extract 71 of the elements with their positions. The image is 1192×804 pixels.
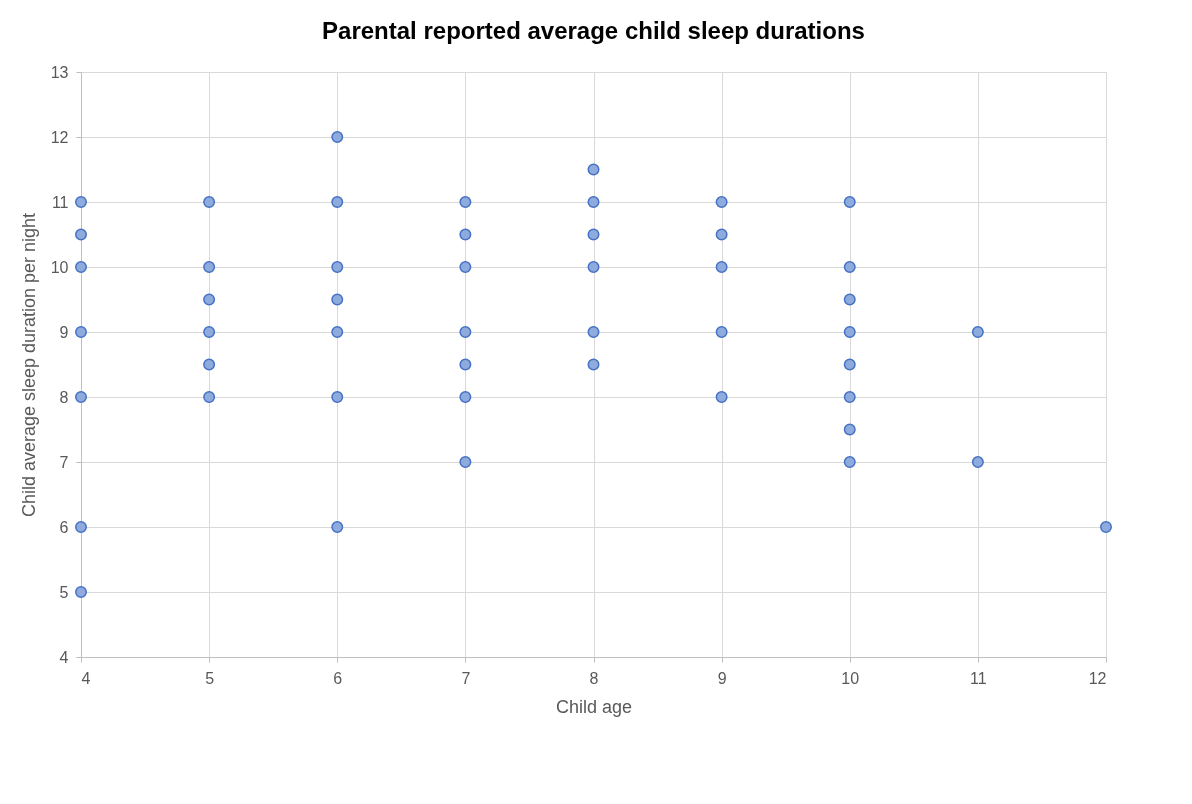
point xyxy=(971,456,984,468)
point xyxy=(843,358,856,371)
point xyxy=(75,391,87,403)
point xyxy=(459,326,472,338)
point xyxy=(203,196,216,208)
point xyxy=(459,228,472,241)
point xyxy=(203,391,216,403)
point xyxy=(331,293,344,306)
point xyxy=(459,196,472,208)
point xyxy=(75,521,87,533)
point xyxy=(715,391,728,403)
x-tick-label: 8 xyxy=(589,669,599,687)
x-tick-label: 11 xyxy=(970,669,987,687)
point xyxy=(843,423,856,436)
point xyxy=(459,358,472,371)
point xyxy=(587,196,600,208)
point xyxy=(331,521,344,533)
x-tick-label: 4 xyxy=(81,669,91,687)
y-tick-label: 13 xyxy=(50,63,69,81)
point xyxy=(715,326,728,338)
point xyxy=(587,261,600,273)
y-tick-label: 12 xyxy=(50,128,69,146)
point xyxy=(331,326,344,338)
point xyxy=(843,293,856,306)
point xyxy=(459,456,472,468)
point xyxy=(203,358,216,371)
x-tick-label: 9 xyxy=(717,669,727,687)
y-tick-label: 10 xyxy=(50,258,69,276)
y-tick-label: 9 xyxy=(59,323,69,341)
point xyxy=(715,196,728,208)
point xyxy=(587,163,600,176)
y-tick-label: 6 xyxy=(59,518,69,536)
y-tick-label: 11 xyxy=(51,193,69,211)
point xyxy=(331,391,344,403)
point xyxy=(587,358,600,371)
point xyxy=(715,228,728,241)
point xyxy=(843,391,856,403)
point xyxy=(459,261,472,273)
x-axis-title: Child age xyxy=(555,696,633,717)
point xyxy=(1100,521,1112,533)
x-tick-label: 5 xyxy=(205,669,215,687)
x-tick-label: 7 xyxy=(461,669,471,687)
y-tick-label: 5 xyxy=(59,583,69,601)
y-tick-label: 7 xyxy=(59,453,69,471)
point xyxy=(587,326,600,338)
point xyxy=(75,196,87,208)
point xyxy=(843,261,856,273)
y-tick-label: 8 xyxy=(59,388,69,406)
point xyxy=(203,293,216,306)
x-tick-label: 12 xyxy=(1088,669,1107,687)
point xyxy=(587,228,600,241)
point xyxy=(75,228,87,241)
point xyxy=(331,261,344,273)
x-tick-label: 6 xyxy=(333,669,343,687)
y-axis-title: Child average sleep duration per night xyxy=(18,212,39,518)
y-tick-label: 4 xyxy=(59,648,69,666)
chart-title: Parental reported average child sleep durations xyxy=(322,17,865,44)
point xyxy=(715,261,728,273)
point xyxy=(331,196,344,208)
point xyxy=(203,261,216,273)
x-tick-label: 10 xyxy=(841,669,860,687)
point xyxy=(75,261,87,273)
point xyxy=(843,456,856,468)
point xyxy=(843,326,856,338)
point xyxy=(459,391,472,403)
point xyxy=(75,586,87,598)
point xyxy=(203,326,216,338)
point xyxy=(971,326,984,338)
point xyxy=(843,196,856,208)
point xyxy=(75,326,87,338)
point xyxy=(331,131,344,143)
